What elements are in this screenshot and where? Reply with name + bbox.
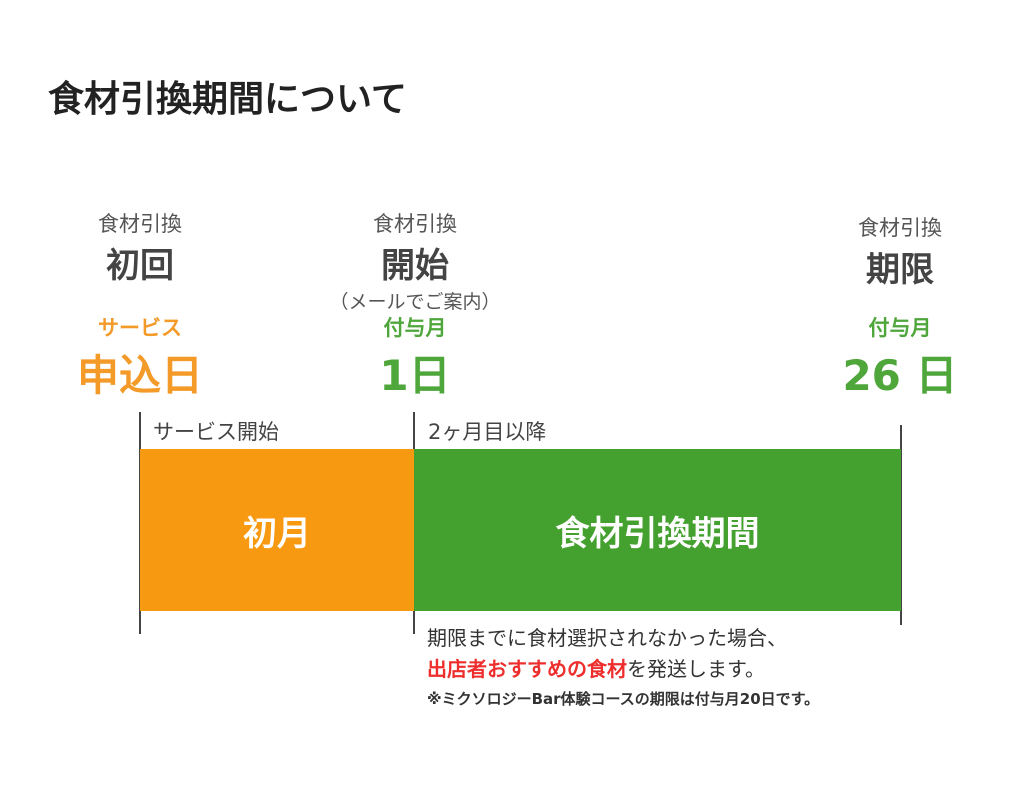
exchange-period-bar: 食材引換期間 bbox=[414, 449, 901, 611]
date-deadline-small: 付与月 bbox=[868, 316, 932, 340]
note-line2: 出店者おすすめの食材を発送します。 bbox=[427, 653, 819, 682]
date-apply: サービス 申込日 bbox=[70, 312, 210, 403]
notes: 期限までに食材選択されなかった場合、 出店者おすすめの食材を発送します。 ※ミク… bbox=[427, 622, 819, 709]
tick-deadline bbox=[900, 425, 902, 625]
marker-start: 食材引換 開始 （メールでご案内） bbox=[320, 208, 510, 314]
marker-deadline-line1: 食材引換 bbox=[858, 216, 942, 240]
marker-deadline-line2: 期限 bbox=[866, 250, 934, 290]
date-deadline-big: 26 日 bbox=[842, 351, 958, 400]
marker-deadline: 食材引換 期限 bbox=[820, 212, 980, 291]
note-line3: ※ミクソロジーBar体験コースの期限は付与月20日です。 bbox=[427, 690, 820, 708]
date-apply-big: 申込日 bbox=[76, 351, 203, 400]
marker-start-note: （メールでご案内） bbox=[329, 291, 501, 313]
marker-first-line2: 初回 bbox=[106, 246, 174, 286]
date-start-big: 1日 bbox=[379, 351, 451, 400]
first-month-label: 初月 bbox=[243, 513, 311, 554]
note-highlight: 出店者おすすめの食材 bbox=[427, 657, 627, 681]
marker-start-line2: 開始 bbox=[381, 246, 449, 286]
page-title: 食材引換期間について bbox=[48, 79, 407, 120]
date-deadline: 付与月 26 日 bbox=[825, 312, 975, 403]
date-start: 付与月 1日 bbox=[340, 312, 490, 403]
date-start-small: 付与月 bbox=[383, 316, 447, 340]
date-apply-small: サービス bbox=[98, 316, 182, 340]
period-after-second-month: 2ヶ月目以降 bbox=[428, 420, 547, 444]
first-month-bar: 初月 bbox=[140, 449, 414, 611]
marker-first-line1: 食材引換 bbox=[98, 212, 182, 236]
period-service-start: サービス開始 bbox=[153, 420, 279, 444]
marker-first: 食材引換 初回 bbox=[90, 208, 190, 287]
note-line2-rest: を発送します。 bbox=[627, 657, 765, 681]
note-line1: 期限までに食材選択されなかった場合、 bbox=[427, 626, 787, 650]
exchange-period-label: 食材引換期間 bbox=[555, 513, 760, 554]
marker-start-line1: 食材引換 bbox=[373, 212, 457, 236]
